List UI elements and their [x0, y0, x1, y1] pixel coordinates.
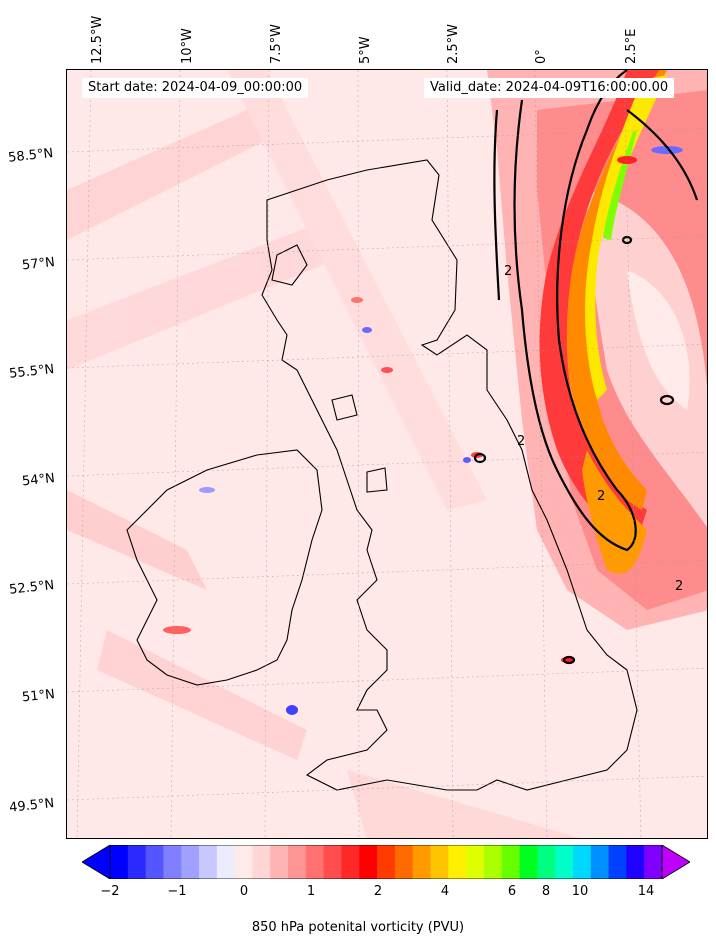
contour-label-4: 2: [675, 579, 683, 594]
lat-label-51n: 51°N: [21, 687, 56, 706]
lat-label-54n: 54°N: [21, 471, 56, 490]
lat-label-49-5n: 49.5°N: [8, 796, 55, 816]
colorbar-extend-min: [82, 845, 111, 879]
colorbar-frame: [109, 845, 663, 879]
pv-field-svg: 2 2 2 2: [67, 70, 707, 838]
cb-tick-4: 4: [440, 884, 450, 899]
pv-contour-labels: 2 2 2 2: [504, 264, 683, 594]
pv-2-contours: [473, 70, 699, 665]
colorbar-swatch: [537, 845, 556, 879]
colorbar-swatch: [252, 845, 271, 879]
lon-label-12-5w: 12.5°W: [90, 15, 105, 64]
colorbar-swatch: [359, 845, 378, 879]
cb-tick-neg1: −1: [167, 884, 187, 899]
contour-label-1: 2: [504, 264, 512, 279]
lat-label-55-5n: 55.5°N: [8, 362, 55, 382]
colorbar: [82, 845, 690, 879]
cb-tick-6: 6: [507, 884, 517, 899]
pv-background-streaks: [67, 70, 581, 838]
colorbar-swatch: [412, 845, 432, 879]
lon-label-0: 0°: [534, 49, 549, 64]
valid-date-label: Valid_date: 2024-04-09T16:00:00.00: [424, 78, 675, 98]
colorbar-swatch: [270, 845, 289, 879]
colorbar-swatch: [163, 845, 182, 879]
cb-tick-14: 14: [637, 884, 655, 899]
contour-label-2: 2: [517, 434, 525, 449]
colorbar-swatch: [216, 845, 236, 879]
lon-label-10w: 10°W: [180, 28, 195, 64]
lon-label-2-5w: 2.5°W: [446, 23, 461, 64]
pv-small-features: [163, 146, 683, 715]
contour-label-3: 2: [597, 489, 605, 504]
lat-label-58-5n: 58.5°N: [7, 146, 54, 166]
pv-map: 2 2 2 2: [66, 69, 708, 839]
cb-tick-8: 8: [541, 884, 551, 899]
colorbar-swatch: [199, 845, 218, 879]
colorbar-swatch: [572, 845, 592, 879]
colorbar-swatch: [377, 845, 396, 879]
colorbar-swatch: [181, 845, 200, 879]
colorbar-swatch: [501, 845, 521, 879]
colorbar-swatch: [305, 845, 325, 879]
colorbar-swatch: [127, 845, 147, 879]
cb-tick-1: 1: [306, 884, 316, 899]
colorbar-swatch: [590, 845, 610, 879]
cb-tick-neg2: −2: [100, 884, 120, 899]
lon-label-5w: 5°W: [358, 36, 373, 64]
colorbar-swatch: [323, 845, 342, 879]
cb-tick-2: 2: [373, 884, 383, 899]
colorbar-swatch: [394, 845, 414, 879]
colorbar-swatch: [430, 845, 449, 879]
colorbar-swatch: [466, 845, 485, 879]
colorbar-swatch: [644, 845, 663, 879]
colorbar-swatch: [519, 845, 538, 879]
colorbar-title: 850 hPa potenital vorticity (PVU): [251, 920, 465, 935]
colorbar-swatch: [341, 845, 360, 879]
colorbar-swatch: [145, 845, 164, 879]
colorbar-swatch: [288, 845, 307, 879]
lat-label-52-5n: 52.5°N: [8, 578, 55, 598]
colorbar-swatch: [483, 845, 503, 879]
lon-label-2-5e: 2.5°E: [624, 28, 639, 64]
lon-label-7-5w: 7.5°W: [269, 23, 284, 64]
colorbar-swatch: [555, 845, 574, 879]
cb-tick-0: 0: [239, 884, 249, 899]
colorbar-swatch: [110, 845, 129, 879]
lat-label-57n: 57°N: [21, 255, 56, 274]
coastlines: [126, 159, 638, 791]
graticule: [67, 70, 707, 838]
colorbar-swatch: [626, 845, 645, 879]
colorbar-swatch: [448, 845, 467, 879]
start-date-label: Start date: 2024-04-09_00:00:00: [82, 78, 309, 98]
colorbar-swatch: [234, 845, 253, 879]
colorbar-swatch: [608, 845, 627, 879]
colorbar-extend-max: [661, 845, 690, 879]
cb-tick-10: 10: [571, 884, 589, 899]
